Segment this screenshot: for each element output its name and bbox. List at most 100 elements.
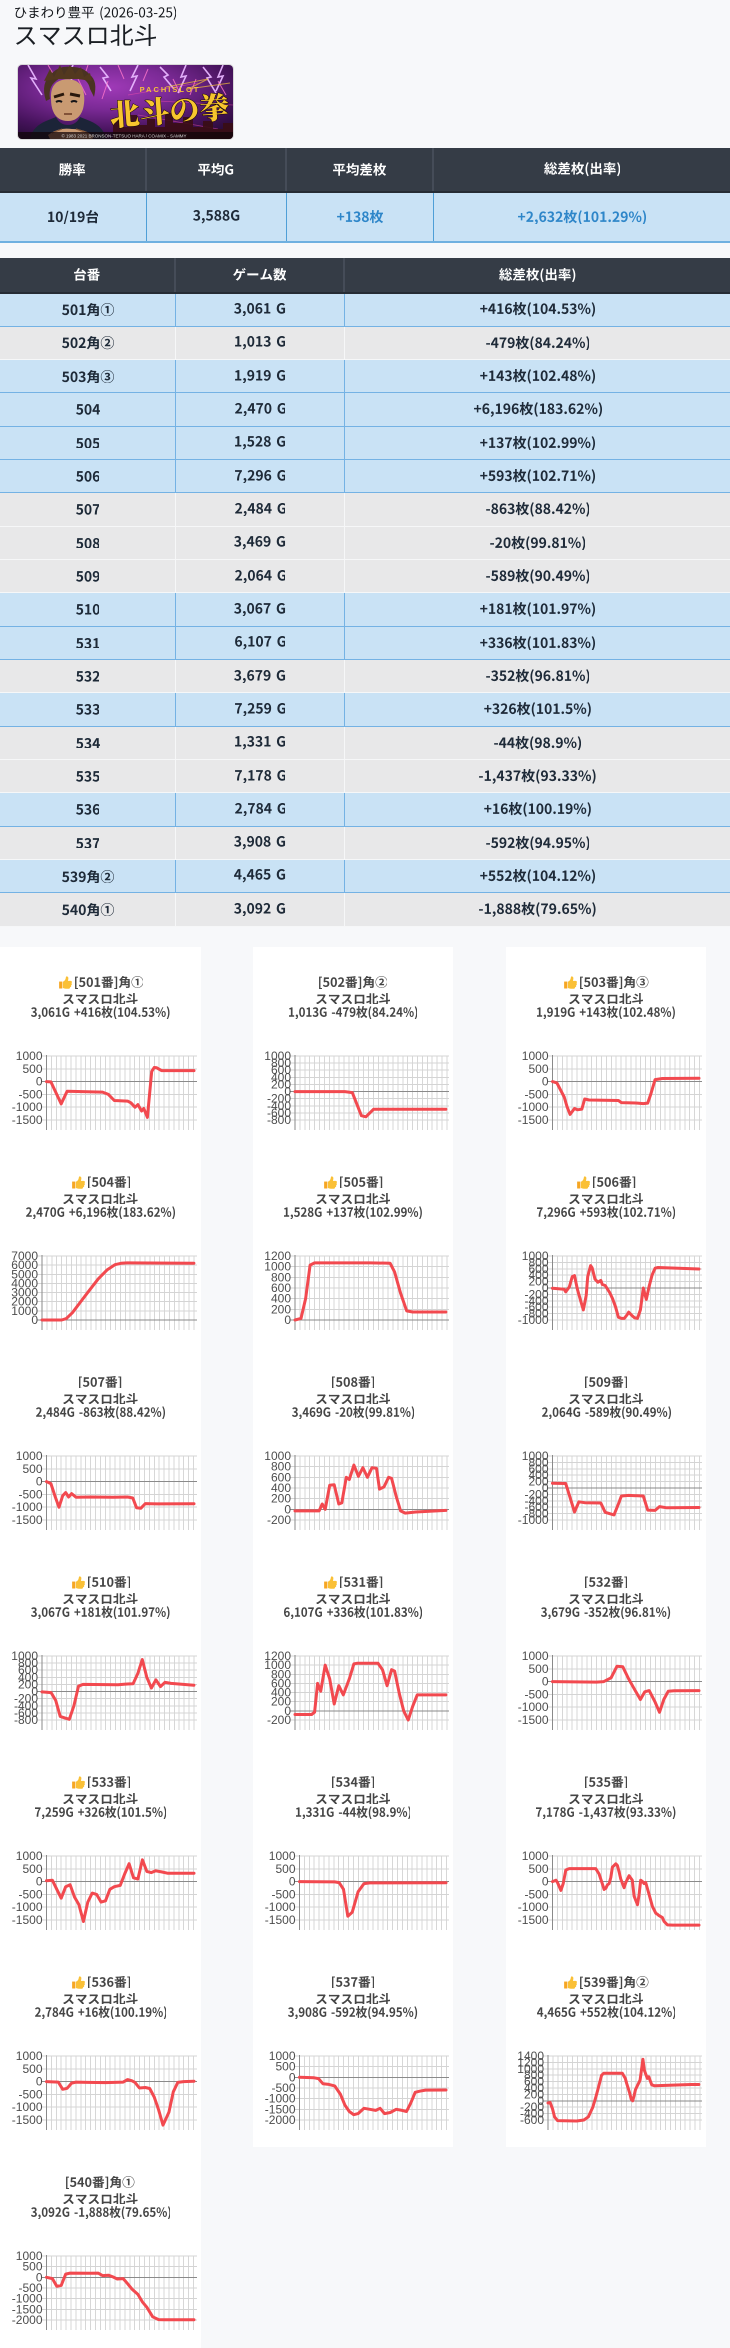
svg-text:200: 200 — [528, 1275, 548, 1289]
svg-text:0: 0 — [36, 1075, 43, 1089]
svg-text:-200: -200 — [267, 1092, 291, 1106]
svg-text:0: 0 — [284, 1704, 291, 1718]
svg-text:1000: 1000 — [522, 1049, 549, 1063]
svg-text:0: 0 — [284, 1085, 291, 1099]
svg-text:0: 0 — [289, 1875, 296, 1889]
svg-text:-1500: -1500 — [12, 2302, 43, 2316]
svg-text:1000: 1000 — [16, 1849, 43, 1863]
svg-text:-600: -600 — [524, 1500, 548, 1514]
svg-text:1000: 1000 — [264, 1658, 291, 1672]
svg-text:-1000: -1000 — [518, 1100, 549, 1114]
svg-text:0: 0 — [537, 2094, 544, 2108]
svg-text:-1000: -1000 — [518, 1700, 549, 1714]
svg-text:1000: 1000 — [269, 2049, 296, 2063]
svg-text:-1500: -1500 — [518, 1913, 549, 1927]
svg-text:400: 400 — [528, 1268, 548, 1282]
svg-text:-400: -400 — [524, 1494, 548, 1508]
svg-text:4000: 4000 — [11, 1276, 38, 1290]
svg-text:-1000: -1000 — [265, 2092, 296, 2106]
svg-text:200: 200 — [18, 1677, 38, 1691]
svg-text:500: 500 — [275, 1862, 295, 1876]
svg-text:500: 500 — [528, 1062, 548, 1076]
svg-text:500: 500 — [22, 1062, 42, 1076]
svg-text:-500: -500 — [18, 2087, 42, 2101]
svg-text:800: 800 — [271, 1270, 291, 1284]
svg-text:-600: -600 — [524, 1300, 548, 1314]
svg-text:-200: -200 — [267, 1713, 291, 1727]
svg-text:600: 600 — [528, 1262, 548, 1276]
svg-text:0: 0 — [36, 2075, 43, 2089]
svg-text:-800: -800 — [267, 1113, 291, 1127]
svg-text:-2000: -2000 — [265, 2113, 296, 2127]
svg-text:1000: 1000 — [264, 1449, 291, 1463]
svg-text:500: 500 — [22, 2260, 42, 2274]
svg-text:600: 600 — [271, 1676, 291, 1690]
svg-text:200: 200 — [271, 1492, 291, 1506]
svg-text:800: 800 — [271, 1460, 291, 1474]
svg-text:-400: -400 — [520, 2107, 544, 2121]
svg-text:-800: -800 — [524, 1307, 548, 1321]
svg-text:-1000: -1000 — [265, 1900, 296, 1914]
svg-text:1000: 1000 — [269, 1849, 296, 1863]
svg-text:2000: 2000 — [11, 1295, 38, 1309]
svg-text:0: 0 — [542, 1875, 549, 1889]
svg-text:1000: 1000 — [16, 1049, 43, 1063]
svg-text:800: 800 — [18, 1656, 38, 1670]
svg-text:0: 0 — [289, 2070, 296, 2084]
svg-text:0: 0 — [542, 1075, 549, 1089]
svg-text:-500: -500 — [18, 2281, 42, 2295]
svg-text:-1500: -1500 — [12, 2113, 43, 2127]
svg-text:500: 500 — [22, 1462, 42, 1476]
svg-text:-1000: -1000 — [12, 2100, 43, 2114]
svg-text:200: 200 — [271, 1077, 291, 1091]
svg-text:PACHISLOT: PACHISLOT — [140, 85, 201, 94]
svg-text:0: 0 — [542, 1481, 549, 1495]
svg-text:500: 500 — [528, 1662, 548, 1676]
svg-text:-800: -800 — [524, 1507, 548, 1521]
svg-text:500: 500 — [275, 2060, 295, 2074]
svg-text:800: 800 — [528, 1455, 548, 1469]
svg-text:200: 200 — [528, 1475, 548, 1489]
svg-text:-1500: -1500 — [12, 1513, 43, 1527]
svg-text:1000: 1000 — [522, 1849, 549, 1863]
svg-text:-1000: -1000 — [518, 1513, 549, 1527]
svg-text:-1500: -1500 — [265, 1913, 296, 1927]
svg-text:1200: 1200 — [517, 2055, 544, 2069]
svg-text:-1000: -1000 — [518, 1900, 549, 1914]
svg-text:800: 800 — [524, 2068, 544, 2082]
svg-text:1000: 1000 — [522, 1449, 549, 1463]
svg-text:-2000: -2000 — [12, 2313, 43, 2327]
svg-text:1000: 1000 — [517, 2062, 544, 2076]
svg-text:-500: -500 — [271, 1887, 295, 1901]
svg-text:5000: 5000 — [11, 1267, 38, 1281]
svg-text:1000: 1000 — [522, 1649, 549, 1663]
svg-text:-1000: -1000 — [12, 2292, 43, 2306]
svg-text:-500: -500 — [524, 1687, 548, 1701]
svg-text:-500: -500 — [18, 1887, 42, 1901]
svg-text:-1500: -1500 — [265, 2102, 296, 2116]
svg-text:1000: 1000 — [11, 1649, 38, 1663]
svg-text:-500: -500 — [524, 1887, 548, 1901]
svg-text:-200: -200 — [267, 1513, 291, 1527]
svg-text:-400: -400 — [14, 1699, 38, 1713]
svg-text:1000: 1000 — [16, 2249, 43, 2263]
svg-text:-1000: -1000 — [518, 1313, 549, 1327]
svg-text:400: 400 — [18, 1670, 38, 1684]
svg-text:1000: 1000 — [16, 2049, 43, 2063]
svg-text:-1000: -1000 — [12, 1100, 43, 1114]
svg-text:600: 600 — [524, 2075, 544, 2089]
svg-text:400: 400 — [271, 1481, 291, 1495]
svg-text:0: 0 — [542, 1675, 549, 1689]
svg-text:200: 200 — [271, 1695, 291, 1709]
svg-text:800: 800 — [528, 1255, 548, 1269]
svg-text:-200: -200 — [520, 2100, 544, 2114]
svg-text:800: 800 — [271, 1056, 291, 1070]
svg-text:0: 0 — [36, 1475, 43, 1489]
svg-text:3000: 3000 — [11, 1286, 38, 1300]
svg-text:6000: 6000 — [11, 1258, 38, 1272]
svg-text:-500: -500 — [18, 1487, 42, 1501]
svg-text:1000: 1000 — [522, 1249, 549, 1263]
svg-text:© 1983 2021 BRONSON-TETSUO HAR: © 1983 2021 BRONSON-TETSUO HARA / COAMIX… — [61, 133, 186, 139]
svg-text:500: 500 — [528, 1862, 548, 1876]
svg-text:-1500: -1500 — [518, 1113, 549, 1127]
